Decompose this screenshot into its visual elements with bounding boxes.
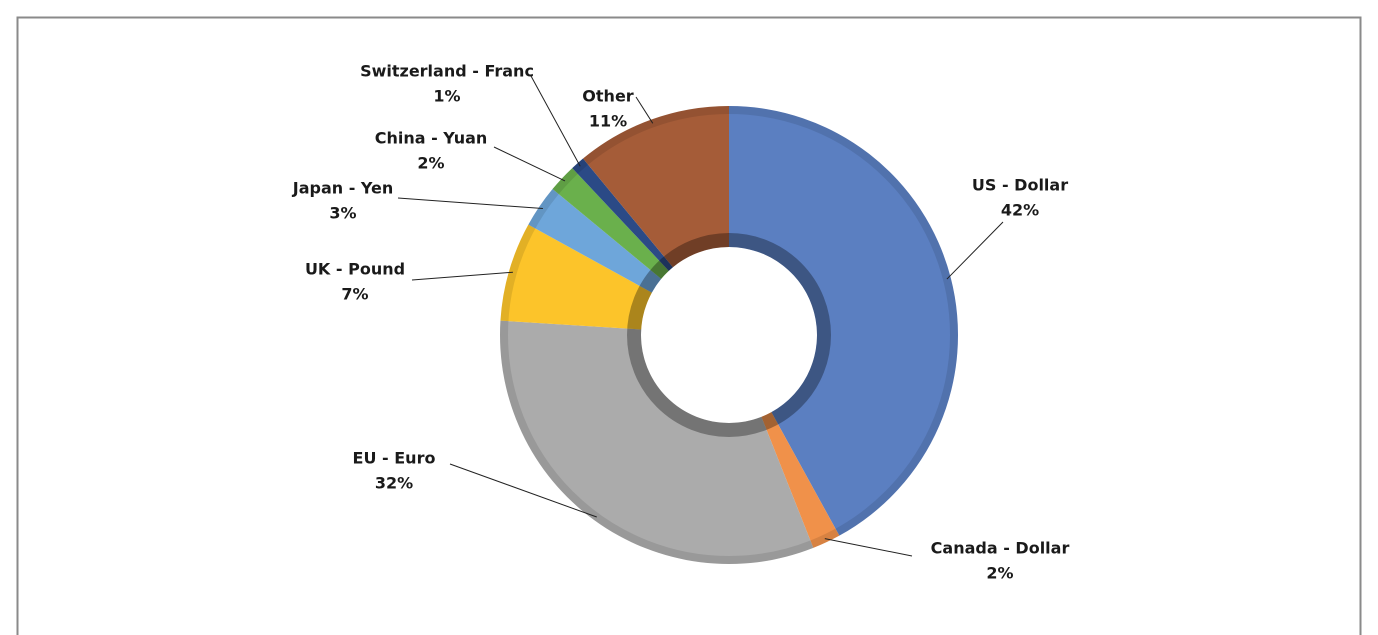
value-label: 1% (433, 87, 460, 106)
category-label: Switzerland - Franc (360, 62, 534, 81)
slice (528, 189, 662, 293)
labels: US - Dollar 42% Canada - Dollar 2% EU - Euro… (292, 62, 1070, 583)
leader-line (449, 463, 597, 518)
value-label: 42% (1001, 201, 1039, 220)
slices (500, 106, 959, 564)
slice (500, 224, 652, 330)
leader-line (397, 197, 543, 210)
slice (572, 158, 673, 271)
category-label: Japan - Yen (292, 179, 394, 198)
overlay (500, 106, 958, 564)
leader-line (530, 75, 581, 167)
slice (729, 106, 959, 536)
outer-rim (500, 106, 958, 564)
category-label: Other (582, 87, 633, 106)
slice (761, 412, 840, 548)
value-label: 7% (341, 285, 368, 304)
category-label: EU - Euro (353, 449, 436, 468)
slice (552, 168, 669, 279)
leader-line (493, 146, 566, 182)
category-label: Canada - Dollar (931, 539, 1070, 558)
inner-ring (627, 233, 831, 437)
slice (500, 320, 814, 564)
leader-line (411, 271, 513, 281)
value-label: 3% (329, 204, 356, 223)
leader-line (635, 96, 654, 124)
value-label: 11% (589, 112, 627, 131)
value-label: 2% (986, 564, 1013, 583)
category-label: UK - Pound (305, 260, 405, 279)
leader-line (946, 221, 1004, 280)
value-label: 2% (417, 154, 444, 173)
leader-line (824, 538, 913, 557)
category-label: China - Yuan (375, 129, 488, 148)
slice (583, 106, 729, 268)
value-label: 32% (375, 474, 413, 493)
category-label: US - Dollar (972, 176, 1068, 195)
